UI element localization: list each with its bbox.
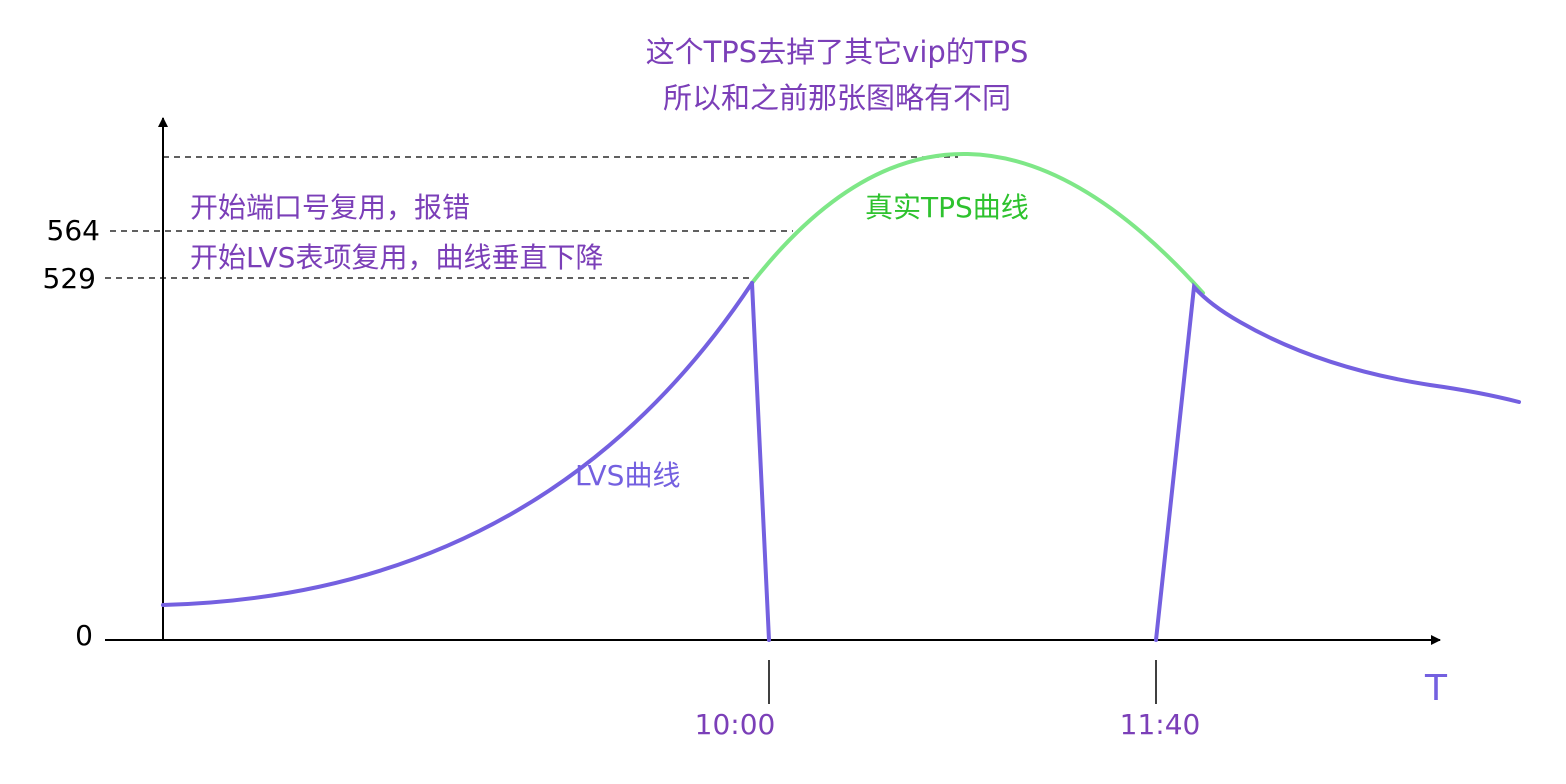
port-reuse-label: 开始端口号复用，报错: [190, 191, 470, 224]
lvs-curve-recover: [1154, 282, 1521, 642]
y-tick-0: 0: [75, 619, 93, 652]
note-line-2: 所以和之前那张图略有不同: [663, 81, 1011, 115]
note-line-1: 这个TPS去掉了其它vip的TPS: [646, 35, 1029, 69]
x-axis-label: T: [1424, 668, 1448, 709]
lvs-curve-drop: [750, 281, 771, 642]
lvs-curve-label: LVS曲线: [575, 459, 680, 492]
lvs-curve-rise: [161, 281, 754, 607]
lvs-reuse-label: 开始LVS表项复用，曲线垂直下降: [190, 241, 603, 274]
x-tick-label-1140: 11:40: [1120, 708, 1201, 741]
y-tick-529: 529: [43, 262, 96, 295]
x-tick-label-1000: 10:00: [695, 708, 776, 741]
real-tps-curve: [750, 152, 1205, 295]
y-tick-564: 564: [47, 214, 100, 247]
real-curve-label: 真实TPS曲线: [865, 191, 1029, 224]
